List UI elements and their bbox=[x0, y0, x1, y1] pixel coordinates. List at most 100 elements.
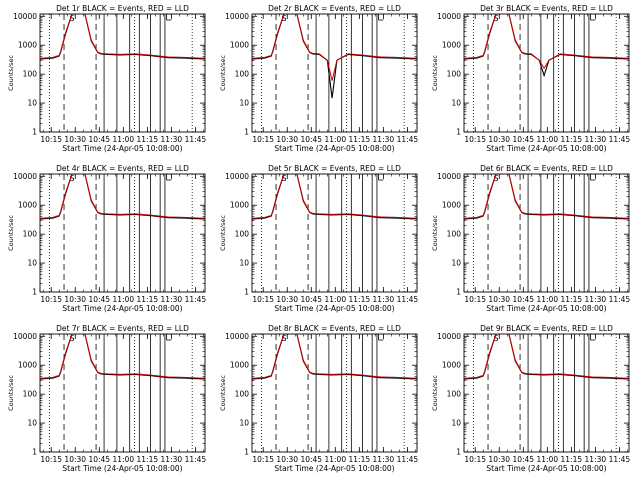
panel-title: Det 7r BLACK = Events, RED = LLD bbox=[56, 324, 189, 333]
lld-series-line bbox=[40, 334, 205, 379]
x-tick-label: 11:00 bbox=[324, 455, 346, 464]
x-tick-label: 11:45 bbox=[609, 455, 631, 464]
x-tick-label: 11:15 bbox=[561, 455, 583, 464]
y-axis-label: Counts/sec bbox=[7, 55, 15, 91]
y-tick-label: 10000 bbox=[437, 172, 461, 181]
y-tick-label: 100 bbox=[23, 230, 38, 239]
x-tick-label: 10:45 bbox=[88, 135, 110, 144]
panel-frame bbox=[463, 173, 630, 293]
x-tick-label: 11:15 bbox=[349, 455, 371, 464]
panel-plot-area: S bbox=[40, 334, 205, 452]
x-tick-label: 10:45 bbox=[88, 455, 110, 464]
y-tick-label: 10 bbox=[239, 419, 249, 428]
y-tick-label: 10 bbox=[451, 99, 461, 108]
saa-marker-label: S bbox=[281, 14, 286, 23]
saa-marker-label: S bbox=[493, 174, 498, 183]
panel-frame bbox=[251, 173, 418, 293]
x-tick-label: 10:45 bbox=[300, 135, 322, 144]
y-tick-label: 100 bbox=[23, 390, 38, 399]
x-tick-label: 11:15 bbox=[349, 295, 371, 304]
y-tick-label: 1000 bbox=[18, 201, 37, 210]
y-tick-label: 1 bbox=[32, 448, 37, 457]
x-axis-label: Start Time (24-Apr-05 10:08:00) bbox=[486, 304, 606, 313]
y-tick-label: 1000 bbox=[230, 361, 249, 370]
panel-frame bbox=[463, 13, 630, 133]
events-series-line bbox=[464, 14, 629, 78]
x-tick-label: 11:30 bbox=[585, 135, 607, 144]
y-tick-label: 1000 bbox=[230, 201, 249, 210]
panel-plot-area: S bbox=[252, 174, 417, 292]
lld-series-line bbox=[252, 334, 417, 379]
panel-plot-area: S bbox=[464, 14, 629, 132]
y-tick-label: 10000 bbox=[13, 172, 37, 181]
y-tick-label: 10 bbox=[239, 259, 249, 268]
y-axis-label: Counts/sec bbox=[219, 55, 227, 91]
x-tick-label: 10:45 bbox=[512, 455, 534, 464]
panel-frame bbox=[251, 333, 418, 453]
saa-marker-label: S bbox=[493, 334, 498, 343]
x-tick-label: 10:30 bbox=[488, 455, 510, 464]
y-tick-label: 10000 bbox=[225, 172, 249, 181]
y-tick-label: 100 bbox=[235, 230, 250, 239]
x-tick-label: 11:45 bbox=[609, 295, 631, 304]
x-tick-label: 10:45 bbox=[300, 455, 322, 464]
panel-title: Det 4r BLACK = Events, RED = LLD bbox=[56, 164, 189, 173]
x-tick-label: 11:45 bbox=[185, 455, 207, 464]
x-tick-label: 11:00 bbox=[536, 295, 558, 304]
y-tick-label: 10 bbox=[239, 99, 249, 108]
lld-series-line bbox=[40, 174, 205, 219]
x-tick-label: 11:15 bbox=[349, 135, 371, 144]
y-tick-label: 10000 bbox=[13, 332, 37, 341]
x-tick-label: 10:30 bbox=[64, 295, 86, 304]
y-tick-label: 100 bbox=[447, 230, 462, 239]
x-tick-label: 10:30 bbox=[488, 135, 510, 144]
saa-marker-label: S bbox=[69, 14, 74, 23]
panel-frame bbox=[39, 13, 206, 133]
lightcurve-panel: Det 8r BLACK = Events, RED = LLD 1 10 100 10… bbox=[219, 324, 418, 473]
x-tick-label: 10:15 bbox=[464, 135, 486, 144]
y-axis-label: Counts/sec bbox=[431, 55, 439, 91]
x-tick-label: 11:00 bbox=[324, 295, 346, 304]
x-tick-label: 11:30 bbox=[161, 295, 183, 304]
y-tick-label: 10000 bbox=[225, 12, 249, 21]
x-tick-label: 11:45 bbox=[397, 295, 419, 304]
y-tick-label: 1 bbox=[456, 288, 461, 297]
x-tick-label: 10:30 bbox=[64, 135, 86, 144]
lightcurve-panel: Det 5r BLACK = Events, RED = LLD 1 10 100 10… bbox=[219, 164, 418, 313]
lld-series-line bbox=[464, 174, 629, 219]
x-tick-label: 10:15 bbox=[252, 135, 274, 144]
x-axis-label: Start Time (24-Apr-05 10:08:00) bbox=[274, 144, 394, 153]
saa-marker-label: S bbox=[493, 14, 498, 23]
y-tick-label: 100 bbox=[447, 390, 462, 399]
x-tick-label: 11:45 bbox=[397, 135, 419, 144]
x-tick-label: 11:45 bbox=[185, 135, 207, 144]
x-tick-label: 11:30 bbox=[161, 135, 183, 144]
y-tick-label: 10000 bbox=[437, 332, 461, 341]
x-axis-label: Start Time (24-Apr-05 10:08:00) bbox=[62, 464, 182, 473]
x-tick-label: 10:15 bbox=[40, 455, 62, 464]
x-axis-label: Start Time (24-Apr-05 10:08:00) bbox=[62, 144, 182, 153]
x-tick-label: 11:15 bbox=[137, 295, 159, 304]
lld-series-line bbox=[252, 14, 417, 81]
x-tick-label: 10:30 bbox=[276, 135, 298, 144]
y-tick-label: 1000 bbox=[442, 41, 461, 50]
panel-title: Det 5r BLACK = Events, RED = LLD bbox=[268, 164, 401, 173]
x-tick-label: 11:30 bbox=[161, 455, 183, 464]
panel-plot-area: S bbox=[40, 14, 205, 132]
x-tick-label: 11:00 bbox=[536, 135, 558, 144]
x-tick-label: 11:15 bbox=[137, 455, 159, 464]
x-tick-label: 10:45 bbox=[512, 135, 534, 144]
y-tick-label: 1 bbox=[456, 448, 461, 457]
lightcurve-panel: Det 3r BLACK = Events, RED = LLD 1 10 100 10… bbox=[431, 4, 630, 153]
x-axis-label: Start Time (24-Apr-05 10:08:00) bbox=[274, 304, 394, 313]
saa-marker-label: S bbox=[69, 174, 74, 183]
panel-title: Det 9r BLACK = Events, RED = LLD bbox=[480, 324, 613, 333]
x-tick-label: 11:30 bbox=[373, 135, 395, 144]
lld-series-line bbox=[40, 14, 205, 59]
x-tick-label: 11:30 bbox=[373, 455, 395, 464]
y-tick-label: 1 bbox=[456, 128, 461, 137]
x-tick-label: 10:15 bbox=[40, 135, 62, 144]
y-tick-label: 1000 bbox=[18, 41, 37, 50]
panel-title: Det 3r BLACK = Events, RED = LLD bbox=[480, 4, 613, 13]
